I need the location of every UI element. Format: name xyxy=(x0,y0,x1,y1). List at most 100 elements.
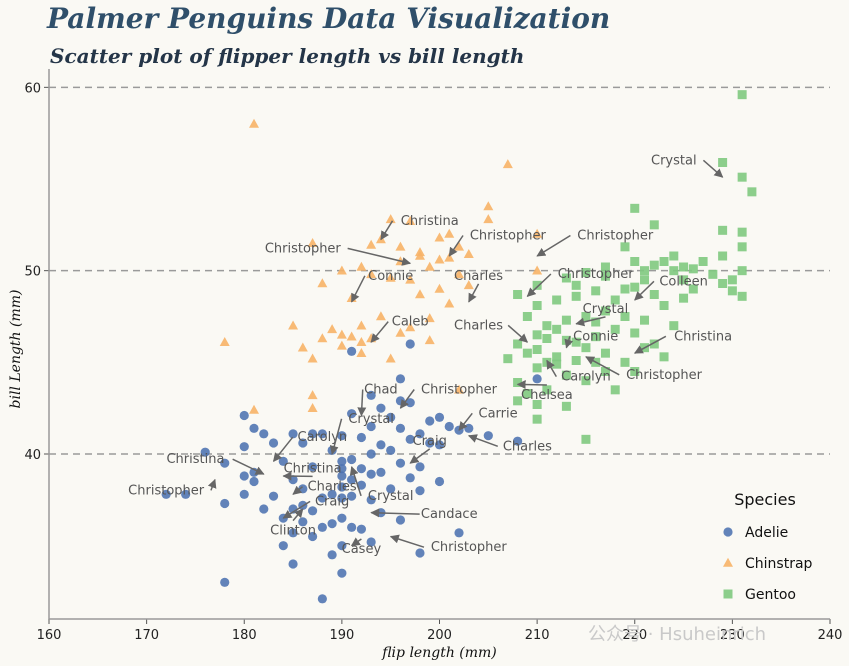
annotation-label: Clinton xyxy=(270,524,316,539)
data-point-adelie xyxy=(249,476,259,487)
data-point-gentoo xyxy=(600,306,610,316)
data-point-adelie xyxy=(268,491,279,501)
data-point-chinstrap xyxy=(288,320,299,330)
legend-entry: Gentoo xyxy=(745,587,796,603)
data-point-adelie xyxy=(307,462,318,472)
data-point-adelie xyxy=(239,471,249,481)
data-point-gentoo xyxy=(561,370,571,380)
data-point-adelie xyxy=(405,473,415,483)
data-point-gentoo xyxy=(737,172,747,182)
annotation-label: Crystal xyxy=(583,302,629,317)
annotation-arrow xyxy=(389,534,425,548)
annotation-arrow xyxy=(409,448,431,464)
annotation-arrow xyxy=(357,389,367,417)
data-point-gentoo xyxy=(718,225,728,235)
data-point-adelie xyxy=(513,436,523,446)
data-point-adelie xyxy=(376,403,386,413)
annotation-arrow xyxy=(370,508,420,518)
data-point-adelie xyxy=(415,548,425,558)
data-point-gentoo xyxy=(532,414,542,424)
annotation-label: Christina xyxy=(166,452,224,467)
annotation-label: Christina xyxy=(674,329,732,344)
annotation-label: Charles xyxy=(454,318,503,333)
annotation-arrow xyxy=(633,335,667,354)
legend-marker-gentoo xyxy=(723,589,733,599)
data-point-adelie xyxy=(288,528,298,538)
data-point-gentoo xyxy=(600,262,610,272)
data-point-chinstrap xyxy=(463,280,474,290)
data-point-chinstrap xyxy=(327,324,338,334)
annotation-label: Chad xyxy=(364,383,398,398)
data-point-adelie xyxy=(239,442,249,452)
data-point-adelie xyxy=(405,339,415,349)
data-point-adelie xyxy=(395,458,406,468)
data-point-adelie xyxy=(239,489,249,499)
annotation-label: Christopher xyxy=(626,368,703,383)
data-point-gentoo xyxy=(718,158,728,167)
data-point-adelie xyxy=(278,541,288,551)
data-point-adelie xyxy=(386,412,396,422)
annotation-arrow xyxy=(526,273,552,297)
y-tick-label: 40 xyxy=(24,448,41,463)
data-point-adelie xyxy=(337,482,347,492)
data-point-gentoo xyxy=(571,280,581,290)
legend-title: Species xyxy=(734,490,796,509)
data-point-gentoo xyxy=(630,367,640,376)
data-point-adelie xyxy=(288,559,298,569)
annotation-arrow xyxy=(536,234,571,257)
data-point-adelie xyxy=(317,493,327,503)
data-point-gentoo xyxy=(747,187,757,197)
data-point-adelie xyxy=(425,438,435,448)
data-point-chinstrap xyxy=(444,298,455,308)
data-point-chinstrap xyxy=(317,278,328,288)
data-point-gentoo xyxy=(532,301,542,310)
annotation-arrow xyxy=(702,159,724,178)
x-tick-label: 230 xyxy=(720,628,745,643)
data-point-gentoo xyxy=(640,315,650,325)
data-point-chinstrap xyxy=(414,289,425,299)
data-point-gentoo xyxy=(640,266,650,276)
data-point-gentoo xyxy=(718,279,728,288)
data-point-adelie xyxy=(337,541,347,551)
annotation-arrow xyxy=(207,478,217,491)
data-point-chinstrap xyxy=(454,269,465,279)
data-point-chinstrap xyxy=(502,159,513,169)
data-point-gentoo xyxy=(532,363,542,373)
legend-marker-adelie xyxy=(723,527,733,537)
data-point-gentoo xyxy=(669,321,679,331)
data-point-adelie xyxy=(347,346,357,356)
data-point-gentoo xyxy=(513,339,523,349)
x-tick-label: 210 xyxy=(525,628,550,643)
data-point-adelie xyxy=(366,537,376,547)
data-point-chinstrap xyxy=(483,214,494,224)
data-point-adelie xyxy=(444,421,454,432)
data-point-chinstrap xyxy=(336,329,347,339)
data-point-adelie xyxy=(327,550,337,560)
data-point-chinstrap xyxy=(249,118,260,128)
annotation-label: Charles xyxy=(503,439,552,454)
annotation-arrow xyxy=(350,275,366,303)
data-point-adelie xyxy=(386,484,396,494)
data-point-gentoo xyxy=(679,293,689,303)
data-point-chinstrap xyxy=(444,228,455,238)
data-point-gentoo xyxy=(522,389,532,398)
annotation-arrow xyxy=(585,356,620,376)
data-point-adelie xyxy=(347,475,357,485)
data-point-gentoo xyxy=(630,282,640,292)
data-point-chinstrap xyxy=(317,333,328,343)
data-point-gentoo xyxy=(591,332,601,342)
data-point-chinstrap xyxy=(405,322,416,332)
data-point-adelie xyxy=(317,594,327,604)
data-point-chinstrap xyxy=(424,335,435,345)
data-point-adelie xyxy=(161,489,171,499)
data-point-gentoo xyxy=(727,286,737,296)
annotation-label: Carolyn xyxy=(298,430,348,445)
x-tick-label: 220 xyxy=(622,628,647,643)
chart-subtitle: Scatter plot of flipper length vs bill l… xyxy=(50,44,525,68)
data-point-gentoo xyxy=(581,376,591,386)
data-point-gentoo xyxy=(620,242,630,252)
data-point-gentoo xyxy=(669,251,679,261)
data-point-chinstrap xyxy=(366,269,377,279)
data-point-adelie xyxy=(268,438,279,448)
annotation-label: Colleen xyxy=(659,274,708,289)
